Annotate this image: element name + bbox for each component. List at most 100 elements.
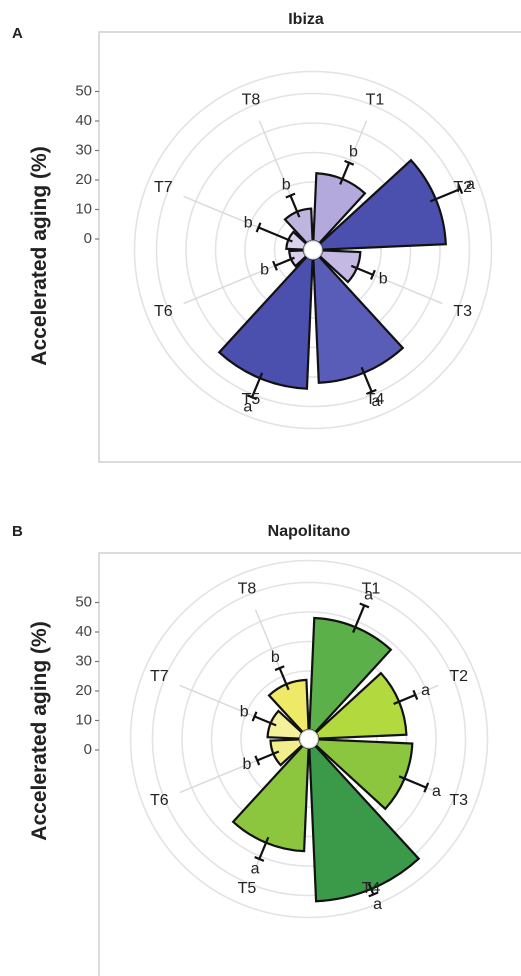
panel-a-error-cap-t5	[246, 394, 258, 401]
panel-b-category-label-t3: T3	[449, 792, 468, 809]
panel-b-plot-frame	[98, 552, 521, 976]
panel-b-error-bar-t6	[256, 750, 280, 762]
panel-b-y-tick-label: 0	[84, 741, 92, 758]
panel-a-error-bar-t3	[350, 264, 374, 276]
panel-a-letter: A	[12, 25, 23, 42]
panel-a-category-label-t7: T7	[154, 179, 173, 196]
panel-b-category-label-t8: T8	[238, 581, 257, 598]
panel-a-grid-ring	[155, 92, 471, 408]
panel-a-grid-ring	[133, 70, 493, 430]
panel-b-error-cap-t3	[423, 782, 430, 793]
panel-a-category-label-t3: T3	[453, 303, 472, 320]
panel-a-error-cap-t3	[369, 269, 376, 280]
panel-b-significance-t4: a	[373, 896, 382, 913]
panel-a-error-cap-t2	[457, 183, 464, 195]
panel-a-error-bar-t5	[250, 372, 264, 398]
panel-b-error-cap-t4	[368, 891, 379, 898]
panel-b-error-cap-t6	[254, 755, 261, 766]
panel-b-y-tick-label: 30	[75, 652, 92, 669]
panel-a-error-bar-t6	[274, 256, 295, 267]
panel-b-category-label-t2: T2	[449, 668, 468, 685]
panel-b-error-cap-t5	[254, 856, 265, 862]
panel-b-significance-t2: a	[421, 682, 430, 699]
panel-b-category-label-t7: T7	[150, 668, 169, 685]
panel-a-significance-t2: a	[466, 176, 475, 193]
panel-b-error-bar-t8	[278, 667, 290, 691]
panel-a-category-label-t1: T1	[366, 92, 385, 109]
panel-a-plot-frame	[98, 31, 521, 463]
panel-b-error-bar-t7	[253, 715, 277, 727]
panel-b-center-hub	[299, 729, 319, 749]
panel-a-significance-t7: b	[244, 214, 253, 231]
panel-b-error-bar-t5	[258, 836, 270, 860]
panel-b-error-bar-t1	[352, 604, 366, 633]
panel-b-category-label-t6: T6	[150, 792, 169, 809]
panel-b-error-bar-t3	[398, 775, 427, 789]
panel-a-grid-ring	[185, 122, 441, 378]
panel-a-error-cap-t1	[344, 159, 355, 166]
panel-b-grid-ring	[129, 559, 489, 919]
panel-a-error-cap-t8	[285, 192, 296, 199]
panel-a-significance-t8: b	[282, 176, 291, 193]
panel-a-bar-t4	[312, 255, 405, 384]
panel-b-significance-t7: b	[240, 703, 249, 720]
panel-b-grid-ring	[240, 670, 378, 808]
panel-b-grid-ring	[269, 699, 349, 779]
panel-b-error-cap-t1	[359, 602, 370, 609]
panel-b-grid-ring	[181, 611, 437, 867]
panel-a-grid-ring	[273, 210, 353, 290]
panel-a-significance-t4: a	[372, 393, 381, 410]
panel-b-y-tick-label: 40	[75, 623, 92, 640]
panel-a-significance-t1: b	[349, 144, 358, 161]
panel-a-significance-t6: b	[260, 261, 269, 278]
panel-b-significance-t8: b	[271, 649, 280, 666]
panel-b-y-axis-label: Accelerated aging (%)	[28, 621, 51, 840]
panel-b-error-cap-t7	[251, 711, 258, 722]
panel-a-y-tick-label: 0	[84, 230, 92, 247]
panel-b-grid-ring	[210, 640, 408, 838]
panel-a-category-label-t6: T6	[154, 303, 173, 320]
panel-a-y-tick-label: 30	[75, 141, 92, 158]
panel-b-y-tick-label: 50	[75, 593, 92, 610]
panel-b-title: Napolitano	[268, 523, 351, 540]
panel-b-error-bar-t2	[393, 693, 416, 705]
panel-a-error-bar-t7	[257, 226, 293, 243]
panel-a-significance-t3: b	[379, 270, 388, 287]
panel-a-y-axis-label: Accelerated aging (%)	[28, 146, 51, 365]
panel-b-category-label-t5: T5	[238, 880, 257, 897]
panel-a-y-tick-label: 20	[75, 171, 92, 188]
panel-a-y-tick-label: 40	[75, 112, 92, 129]
panel-b-y-tick-label: 20	[75, 682, 92, 699]
panel-a-error-bar-t4	[360, 366, 373, 393]
panel-b-error-cap-t2	[412, 689, 419, 700]
panel-a-grid-ring	[214, 151, 412, 349]
panel-b-significance-t1: a	[364, 586, 373, 603]
panel-a-category-label-t8: T8	[242, 92, 261, 109]
panel-a-error-bar-t1	[339, 162, 351, 185]
panel-b-significance-t5: a	[251, 860, 260, 877]
panel-a-error-cap-t4	[366, 388, 377, 395]
panel-a-category-label-t2: T2	[453, 179, 472, 196]
panel-a-center-hub	[303, 240, 323, 260]
panel-b-category-label-t4: T4	[362, 880, 381, 897]
panel-a-polar-plot: 50 40 30 20 10 0 b a b a a b b b T1 T2 T3 T4 T5 T6 T7 T8	[75, 70, 493, 430]
panel-a-category-label-t4: T4	[366, 391, 385, 408]
panel-a-grid-ring	[244, 181, 382, 319]
panel-a-error-bar-t2	[429, 187, 461, 203]
panel-b-error-cap-t8	[274, 665, 285, 672]
panel-a-title: Ibiza	[288, 11, 324, 28]
panel-b-significance-t3: a	[432, 783, 441, 800]
panel-a-category-label-t5: T5	[242, 391, 261, 408]
panel-b-category-label-t1: T1	[362, 581, 381, 598]
panel-b-polar-plot: 50 40 30 20 10 0 a a a a a b b b T1 T2 T3 T4 T5 T6 T7 T8	[75, 559, 489, 919]
panel-a-error-cap-t6	[272, 260, 278, 271]
panel-b-grid-ring	[151, 581, 467, 897]
panel-b-significance-t6: b	[242, 756, 251, 773]
panel-a-error-cap-t7	[255, 222, 262, 233]
panel-b-error-bar-t4	[367, 883, 375, 895]
panel-a-error-bar-t8	[289, 194, 301, 218]
panel-a-y-tick-label: 50	[75, 82, 92, 99]
panel-b-letter: B	[12, 523, 23, 540]
panel-a-y-tick-label: 10	[75, 200, 92, 217]
